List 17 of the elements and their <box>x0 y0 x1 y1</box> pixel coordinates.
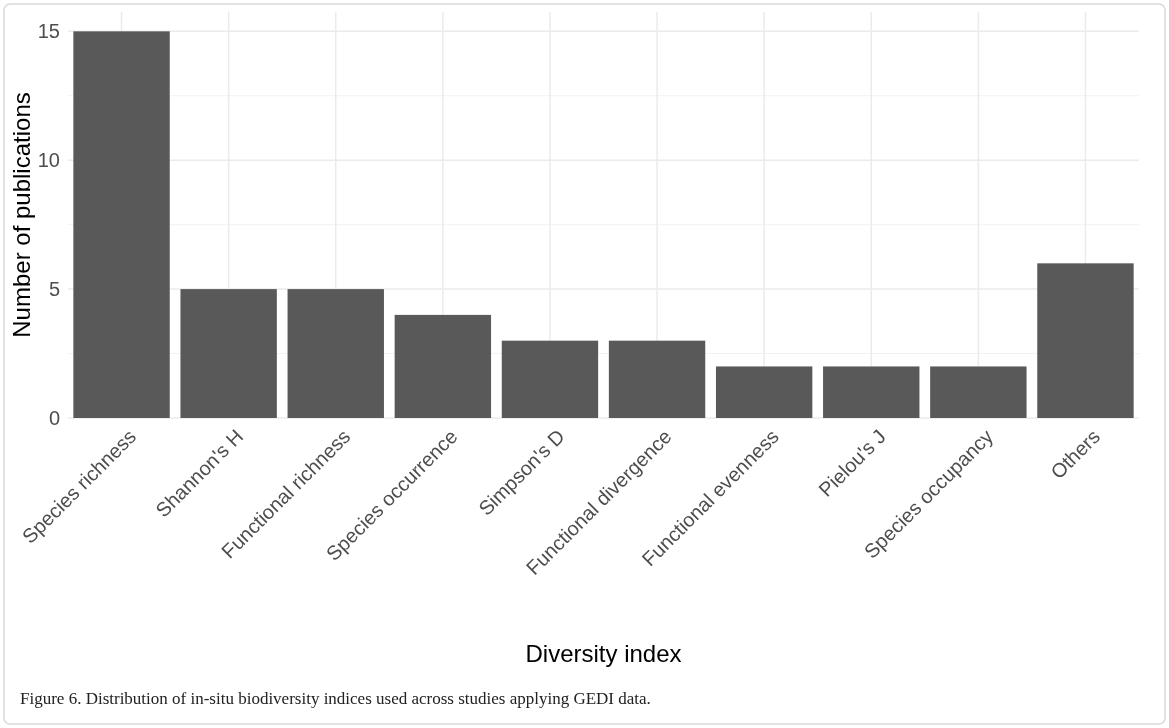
y-axis-title: Number of publications <box>8 92 35 338</box>
bar <box>715 366 813 418</box>
x-axis-title: Diversity index <box>525 640 682 667</box>
bar <box>608 340 706 418</box>
y-tick-label: 0 <box>48 407 60 429</box>
bar <box>1037 263 1134 418</box>
bar <box>73 31 170 418</box>
bar <box>930 366 1027 418</box>
bar <box>287 289 384 418</box>
bar <box>501 340 599 418</box>
caption: Figure 6. Distribution of in-situ biodiversity indices used across studies applying GEDI data. <box>20 689 651 708</box>
y-tick-label: 10 <box>37 149 60 172</box>
y-tick-label: 15 <box>37 20 60 43</box>
bar <box>823 366 920 418</box>
bar <box>394 314 492 418</box>
bar <box>180 289 277 418</box>
y-tick-label: 5 <box>48 278 60 301</box>
